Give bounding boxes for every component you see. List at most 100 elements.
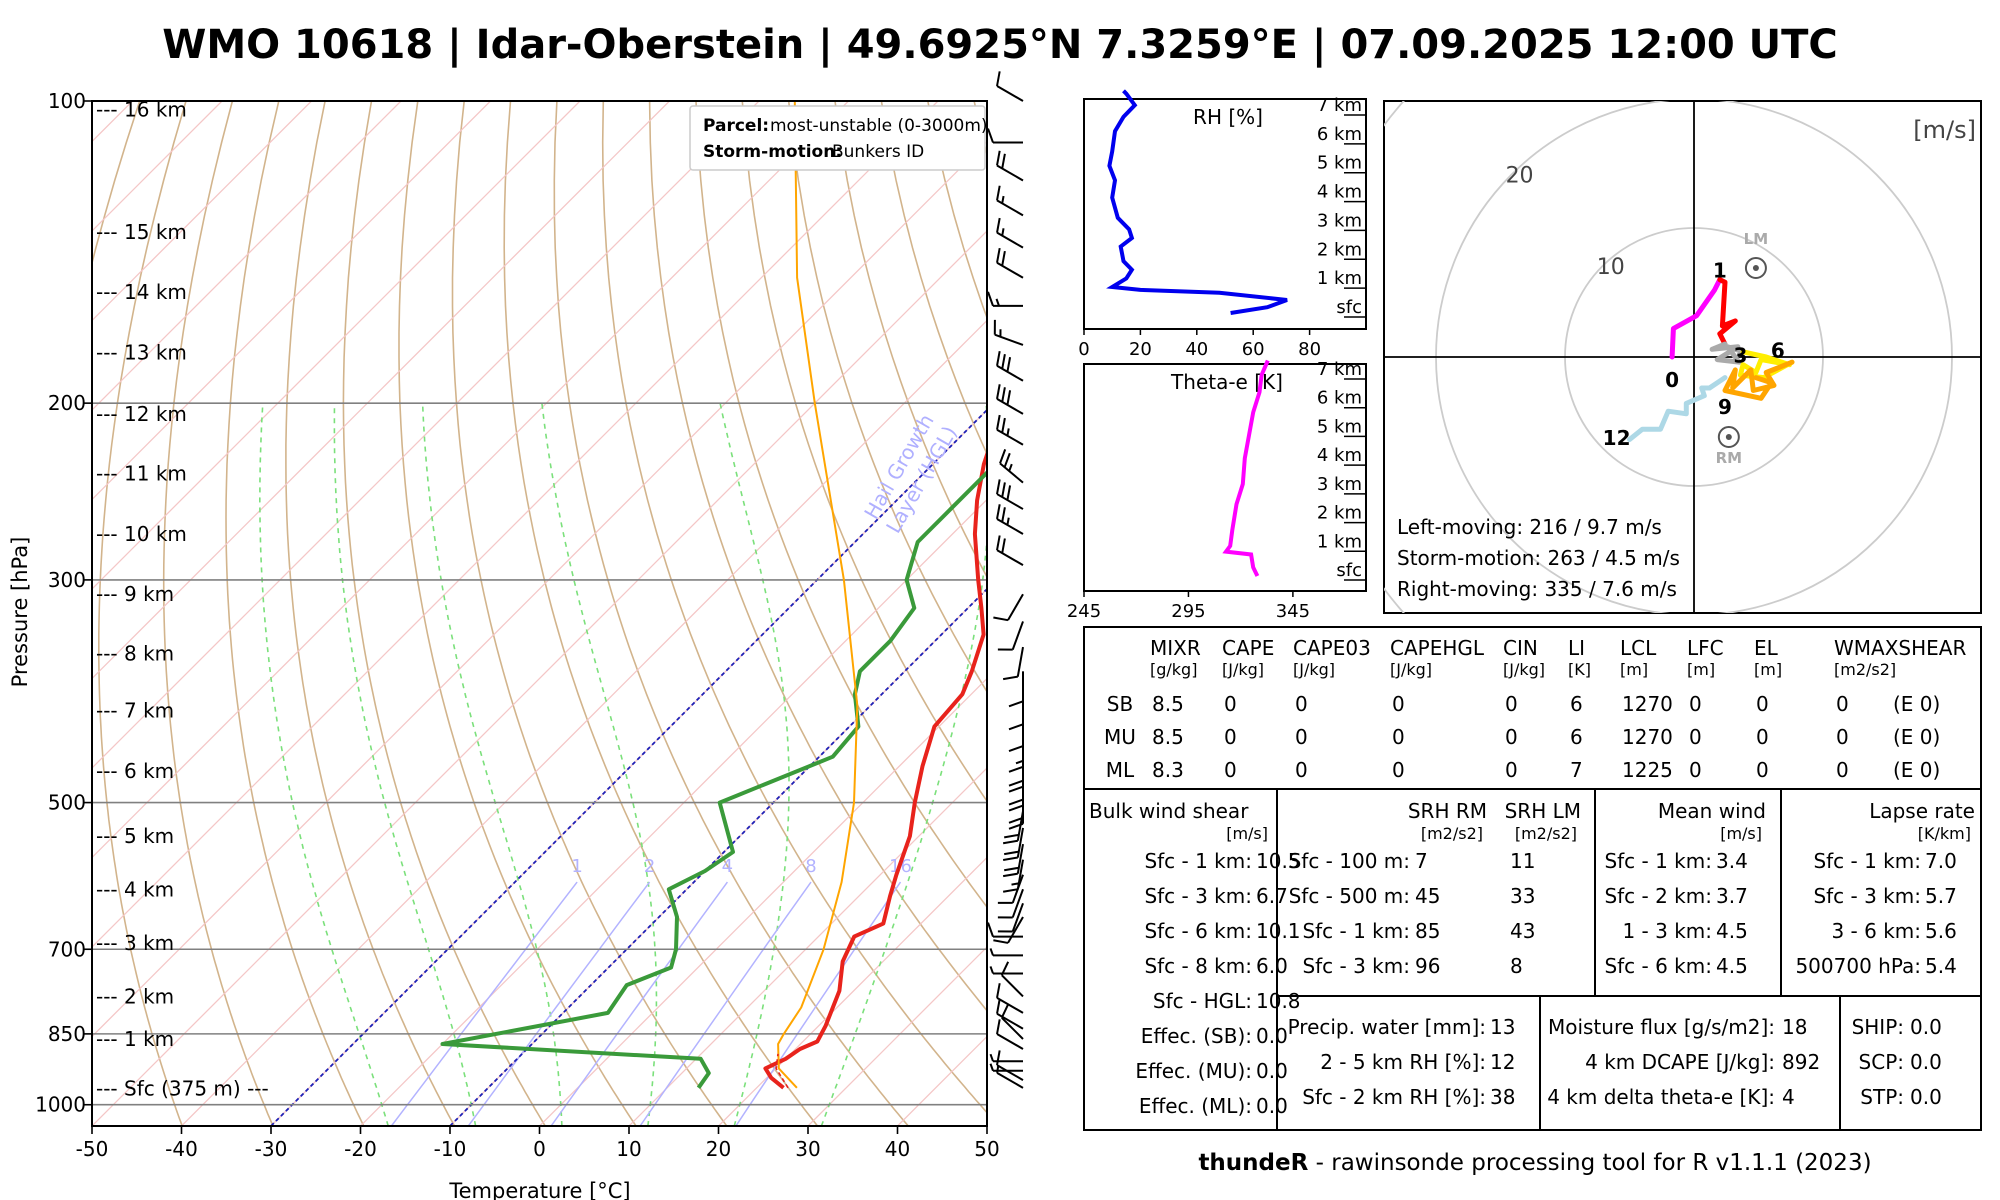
wind-barb	[1002, 827, 1024, 862]
hodograph-level-label: 12	[1603, 426, 1631, 450]
wind-barb	[997, 621, 1024, 651]
barb-flag	[987, 291, 994, 307]
barb-flag	[1008, 785, 1024, 793]
x-tick-label: 50	[974, 1137, 999, 1161]
composite-label: SHIP:	[1852, 1015, 1904, 1039]
wind-barb	[996, 150, 1024, 182]
flux-label: 4 km delta theta-e [K]:	[1547, 1085, 1775, 1109]
isotherm	[92, 101, 491, 501]
mixing-ratio-line	[639, 881, 812, 1126]
x-tick-label: -10	[434, 1137, 467, 1161]
wind-barb	[1008, 671, 1024, 708]
table-header-unit: [m]	[1620, 660, 1648, 679]
table-cell: 0	[1836, 725, 1849, 749]
x-tick-label: 40	[885, 1137, 910, 1161]
srh-rm-value: 45	[1415, 884, 1440, 908]
lapse-rate-label: Sfc - 1 km:	[1813, 849, 1921, 873]
srh-lm-value: 43	[1510, 919, 1535, 943]
table-cell: 0	[1224, 692, 1237, 716]
flux-label: Moisture flux [g/s/m2]:	[1548, 1015, 1775, 1039]
mean-wind-value: 4.5	[1716, 919, 1748, 943]
barb-staff	[1011, 888, 1024, 918]
hodograph-level-label: 6	[1771, 338, 1785, 362]
hgl-isotherm	[449, 587, 987, 1126]
barb-flag	[996, 479, 1001, 495]
storm-marker-label: LM	[1744, 230, 1769, 248]
mean-wind-value: 3.4	[1716, 849, 1748, 873]
srh-rm-value: 85	[1415, 919, 1440, 943]
height-label: --- 2 km	[96, 984, 174, 1008]
wind-barb	[1002, 646, 1024, 681]
profile-km-label: 6 km	[1317, 388, 1362, 409]
barb-flag	[996, 185, 1001, 201]
isotherm	[92, 101, 760, 769]
wind-barb	[1008, 716, 1024, 753]
mean-wind-unit: [m/s]	[1720, 824, 1762, 843]
lapse-rate-value: 5.6	[1925, 919, 1957, 943]
table-cell: 0	[1392, 692, 1405, 716]
table-cell: 1270	[1622, 692, 1673, 716]
mean-wind-label: Sfc - 6 km:	[1604, 954, 1712, 978]
barb-half-flag	[1008, 463, 1013, 472]
barb-flag	[996, 1050, 1001, 1066]
y-tick-label: 700	[48, 937, 86, 961]
hodograph-level-label: 9	[1718, 395, 1732, 419]
table-header: MIXR	[1150, 636, 1201, 660]
dry-adiabat	[225, 101, 365, 1126]
wind-barb	[1002, 843, 1024, 878]
wind-barb	[996, 1019, 1024, 1050]
mixing-ratio-line	[467, 881, 651, 1126]
table-cell: 8.5	[1152, 692, 1184, 716]
table-cell: 0	[1836, 758, 1849, 782]
flux-value: 4	[1782, 1085, 1795, 1109]
wind-barb	[996, 350, 1024, 382]
table-header: CAPE03	[1293, 636, 1371, 660]
height-label: --- 15 km	[96, 220, 187, 244]
isotherm	[807, 946, 987, 1126]
bulk-shear-label: Sfc - 3 km:	[1144, 884, 1252, 908]
x-tick-label: -20	[344, 1137, 377, 1161]
dry-adiabat	[503, 101, 819, 1126]
barb-flag	[996, 71, 1001, 87]
y-tick-label: 850	[48, 1022, 86, 1046]
barb-half-flag	[1011, 882, 1020, 886]
wind-barb	[1008, 694, 1024, 731]
isotherm	[628, 767, 987, 1126]
isotherm	[92, 140, 987, 1038]
barb-staff	[996, 549, 1024, 566]
footer-brand: thundeR	[1198, 1150, 1308, 1176]
barb-staff	[996, 518, 1024, 535]
profile-x-label: 245	[1067, 601, 1101, 622]
lapse-rate-title: Lapse rate	[1869, 799, 1975, 823]
barb-flag	[1002, 856, 1018, 862]
wind-barb	[996, 247, 1024, 279]
wind-barb	[996, 414, 1024, 446]
table-cell: 0	[1505, 725, 1518, 749]
barb-half-flag	[1015, 759, 1024, 765]
table-row-label: ML	[1106, 758, 1135, 782]
profile-x-label: 60	[1242, 339, 1265, 360]
height-label: --- 5 km	[96, 824, 174, 848]
storm-marker-dot	[1752, 264, 1759, 271]
wind-barb	[996, 535, 1024, 566]
profile-x-label: 20	[1129, 339, 1152, 360]
profile-km-label: 4 km	[1317, 445, 1362, 466]
composite-value: 0.0	[1910, 1085, 1942, 1109]
dry-adiabat	[285, 101, 456, 1126]
barb-flag	[1008, 765, 1024, 773]
table-header: WMAXSHEAR	[1834, 636, 1966, 660]
bulk-shear-value: 10.5	[1256, 849, 1301, 873]
height-label: --- 12 km	[96, 402, 187, 426]
barb-staff	[996, 164, 1024, 182]
hodograph-trace	[1627, 375, 1728, 443]
table-header-unit: [J/kg]	[1503, 660, 1545, 679]
bulk-shear-label: Sfc - 1 km:	[1144, 849, 1252, 873]
profile-km-label: 5 km	[1317, 416, 1362, 437]
hodograph-storm-motion: Storm-motion: 263 / 4.5 m/s	[1397, 546, 1680, 570]
wind-barb	[989, 948, 1023, 957]
bulk-shear-value: 6.0	[1256, 954, 1288, 978]
rh-axes: sfc 1 km 2 km 3 km 4 km 5 km 6 km 7 km 0 20 40 60 80	[1078, 95, 1366, 360]
